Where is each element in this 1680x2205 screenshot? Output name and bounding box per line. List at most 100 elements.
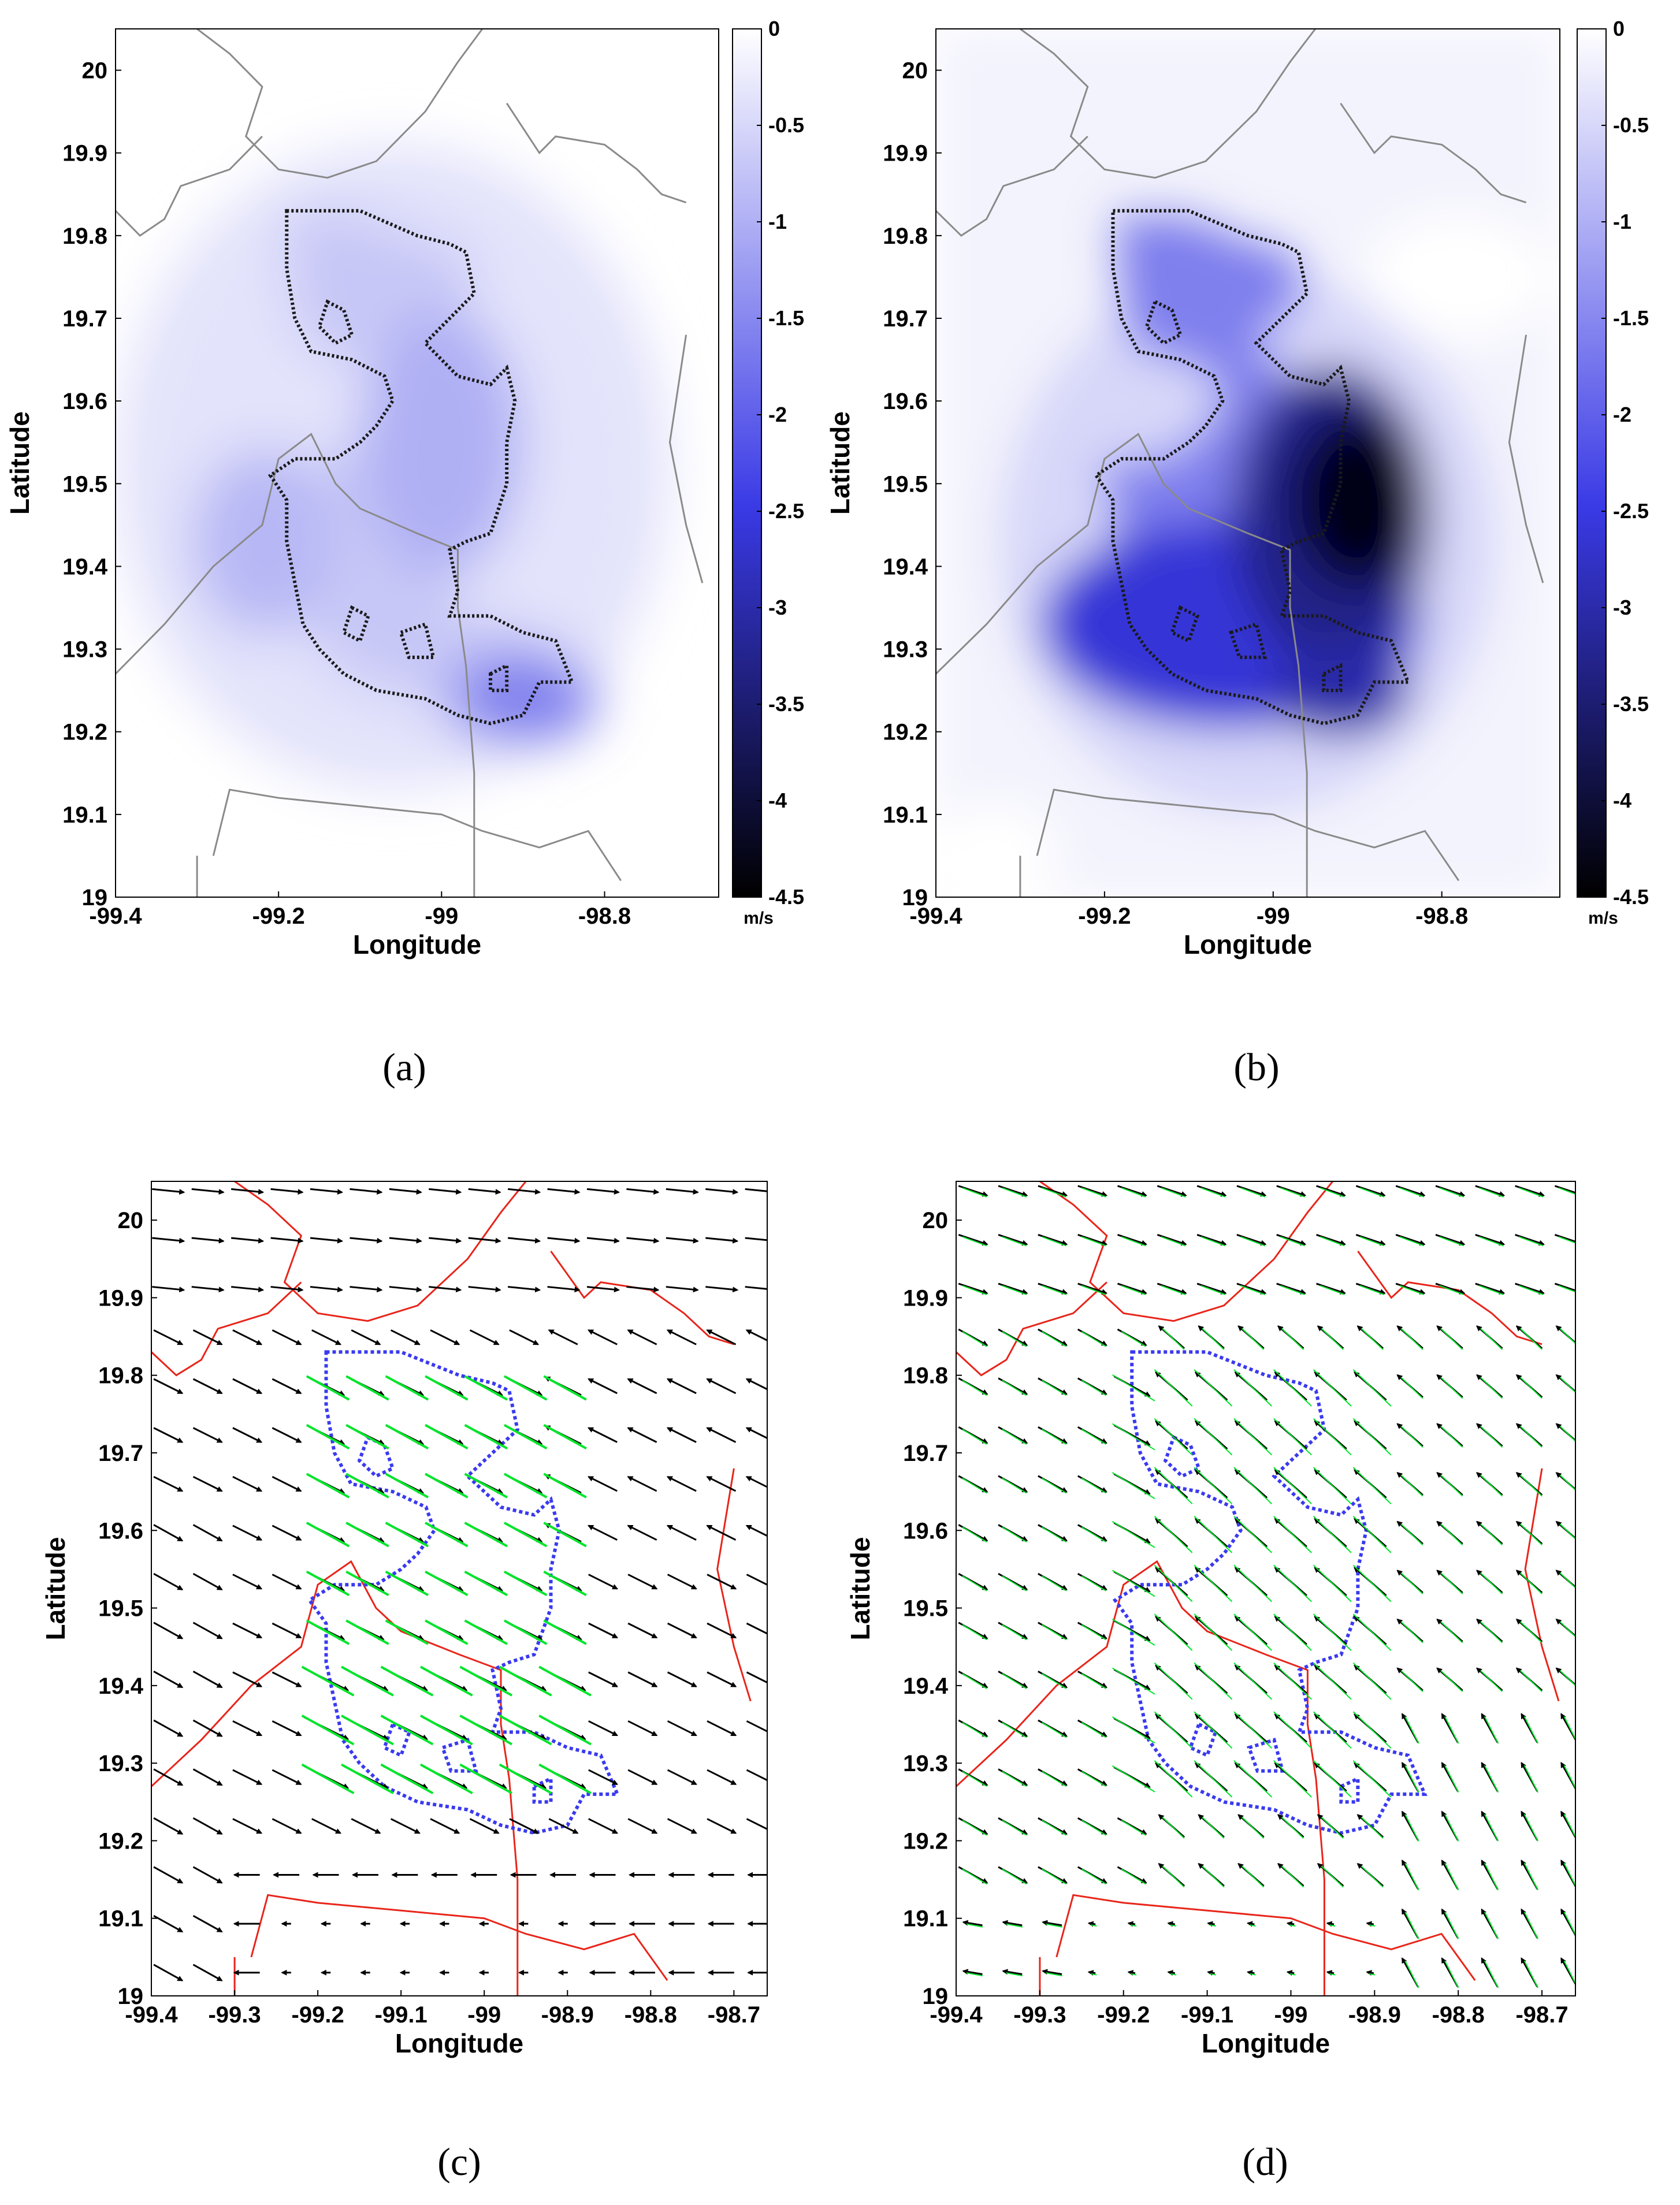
wind-arrow-new xyxy=(459,1715,513,1746)
plot-frame xyxy=(151,1181,768,1996)
wind-arrow-base xyxy=(745,1475,767,1488)
wind-arrow-base xyxy=(626,1286,660,1293)
wind-arrow-new xyxy=(1081,1526,1107,1543)
wind-arrow-new xyxy=(966,1923,983,1928)
y-tick-label: 19.8 xyxy=(903,1363,948,1389)
wind-arrow-new xyxy=(1162,1817,1185,1839)
wind-arrow-new xyxy=(1273,1516,1312,1553)
wind-arrow-new xyxy=(1444,1912,1459,1939)
wind-arrow-base xyxy=(666,1378,697,1395)
region-border xyxy=(196,29,484,179)
wind-arrow-base xyxy=(152,1188,185,1195)
wind-arrow-new xyxy=(543,1619,587,1645)
wind-arrow-new xyxy=(1154,1613,1193,1651)
wind-arrow-base xyxy=(706,1475,737,1492)
vector-field xyxy=(956,1181,1575,1996)
wind-arrow-new xyxy=(1400,1377,1423,1399)
wind-arrow-new xyxy=(1352,1662,1392,1700)
panel-a: 19 19.1 19.2 19.3 19.4 19.5 19.6 19.7 19.8 19.9 20… xyxy=(5,17,804,1089)
wind-arrow-new xyxy=(1002,1624,1027,1641)
wind-arrow-new xyxy=(962,1820,987,1836)
wind-arrow-base xyxy=(390,1329,421,1345)
wind-arrow-base xyxy=(153,1475,184,1492)
wind-arrow-base xyxy=(232,1818,263,1834)
wind-arrow-new xyxy=(1041,1624,1067,1641)
y-tick-label: 20 xyxy=(118,1208,144,1233)
wind-arrow-new xyxy=(1361,1865,1384,1888)
wind-arrow-new xyxy=(503,1619,548,1645)
wind-arrow-base xyxy=(1038,1282,1068,1295)
panel-caption: (b) xyxy=(1233,1045,1279,1089)
wind-arrow-base xyxy=(627,1622,658,1639)
wind-arrow-new xyxy=(1161,1236,1186,1247)
wind-arrow-base xyxy=(153,1964,184,1981)
wind-arrow-base xyxy=(706,1524,737,1541)
region-border xyxy=(1508,334,1544,583)
wind-arrow-base xyxy=(192,1524,223,1542)
wind-arrow-new xyxy=(1194,1564,1233,1602)
wind-arrow-new xyxy=(1202,1328,1225,1350)
wind-arrow-new xyxy=(1002,1868,1027,1885)
wind-arrow-base xyxy=(310,1188,344,1195)
y-tick-label: 20 xyxy=(902,58,928,84)
wind-arrow-new xyxy=(1404,1960,1419,1988)
wind-arrow-base xyxy=(958,1234,988,1246)
wind-arrow-new xyxy=(1112,1374,1155,1401)
x-tick-label: -99.4 xyxy=(930,2002,983,2028)
wind-arrow-new xyxy=(1131,1973,1137,1976)
wind-arrow-base xyxy=(1326,1970,1335,1976)
wind-arrow-new xyxy=(1006,1972,1023,1977)
wind-arrow-base xyxy=(998,1282,1028,1295)
urban-area-contour xyxy=(1094,209,1411,726)
y-tick-label: 19.3 xyxy=(98,1751,143,1776)
wind-arrow-base xyxy=(667,1622,697,1639)
wind-arrow-new xyxy=(1210,1924,1216,1927)
wind-arrow-new xyxy=(1519,1474,1543,1497)
wind-arrow-base xyxy=(430,1329,460,1345)
wind-arrow-base xyxy=(666,1524,697,1541)
wind-arrow-base xyxy=(667,1818,697,1834)
x-axis-label: Longitude xyxy=(353,929,481,960)
wind-arrow-new xyxy=(1400,1328,1423,1350)
colorbar-tick-label: -2 xyxy=(768,403,787,426)
wind-arrow-base xyxy=(1366,1970,1374,1976)
wind-arrow-base xyxy=(746,1818,767,1830)
x-tick-label: -99.3 xyxy=(208,2002,261,2028)
wind-arrow-base xyxy=(192,1915,223,1933)
wind-arrow-new xyxy=(1329,1973,1336,1976)
wind-arrow-new xyxy=(1154,1564,1193,1602)
wind-arrow-base xyxy=(706,1427,737,1443)
wind-arrow-base xyxy=(587,1524,618,1541)
y-tick-label: 19.3 xyxy=(62,637,107,663)
wind-arrow-base xyxy=(588,1622,619,1639)
wind-arrow-new xyxy=(464,1375,508,1401)
wind-arrow-new xyxy=(1440,1377,1463,1399)
x-tick-label: -99 xyxy=(1257,903,1290,929)
wind-arrow-new xyxy=(464,1619,508,1645)
panel-c: 19 19.1 19.2 19.3 19.4 19.5 19.6 19.7 19.8 19.9 20… xyxy=(40,1181,768,2184)
wind-arrow-new xyxy=(380,1763,434,1794)
wind-arrow-new xyxy=(1273,1711,1312,1749)
wind-arrow-base xyxy=(745,1524,767,1537)
wind-arrow-base xyxy=(1246,1921,1255,1927)
wind-arrow-base xyxy=(586,1237,620,1244)
y-tick-label: 19.6 xyxy=(883,389,928,414)
wind-arrow-new xyxy=(1081,1331,1107,1347)
wind-arrow-new xyxy=(306,1424,350,1450)
wind-arrow-new xyxy=(1400,1474,1423,1497)
wind-arrow-new xyxy=(1484,1716,1499,1744)
wind-arrow-base xyxy=(351,1818,381,1834)
wind-arrow-new xyxy=(1112,1765,1155,1793)
region-border xyxy=(116,136,263,237)
wind-arrow-base xyxy=(1515,1185,1545,1197)
wind-arrow-base xyxy=(1077,1185,1108,1197)
x-tick-label: -98.8 xyxy=(625,2002,677,2028)
wind-arrow-new xyxy=(1273,1564,1312,1602)
wind-arrow-new xyxy=(345,1424,389,1450)
wind-arrow-new xyxy=(1240,1285,1266,1296)
wind-arrow-new xyxy=(1002,1379,1027,1396)
wind-arrow-new xyxy=(1440,1426,1463,1448)
wind-arrow-base xyxy=(1117,1282,1147,1295)
colorbar-tick-label: -0.5 xyxy=(1613,113,1649,137)
wind-arrow-new xyxy=(1041,1526,1067,1543)
